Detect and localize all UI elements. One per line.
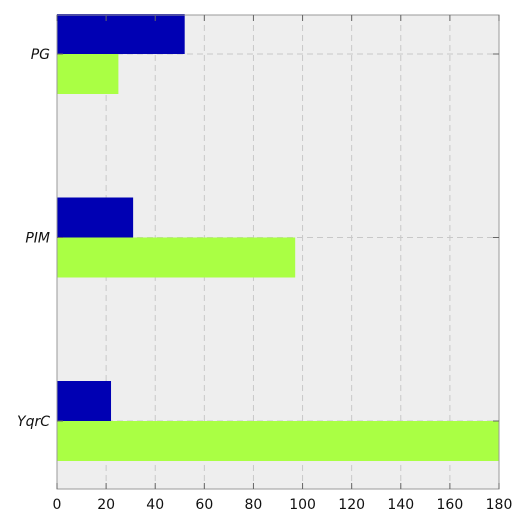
x-tick-label: 100	[289, 497, 316, 513]
x-tick-label: 140	[387, 497, 414, 513]
x-tick-label: 120	[338, 497, 365, 513]
bars	[57, 14, 499, 461]
y-tick-label: YqrC	[17, 414, 50, 430]
bar-series-1-PIM	[57, 197, 134, 238]
y-tick-label: PIM	[25, 231, 50, 247]
bar-series-1-PG	[57, 14, 185, 54]
x-tick-label: 180	[486, 497, 513, 513]
x-tick-label: 20	[97, 497, 115, 513]
x-tick-label: 0	[53, 497, 62, 513]
bar-series-1-YqrC	[57, 381, 112, 421]
tick-marks	[56, 15, 500, 489]
y-tick-labels: PG PIM YqrC	[17, 47, 50, 430]
x-tick-label: 60	[195, 497, 213, 513]
x-tick-label: 80	[245, 497, 263, 513]
bar-series-2-YqrC	[57, 421, 499, 461]
bar-series-2-PIM	[57, 237, 296, 278]
x-tick-label: 40	[146, 497, 164, 513]
y-tick-label: PG	[31, 47, 50, 63]
bar-series-2-PG	[57, 54, 119, 94]
x-tick-label: 160	[437, 497, 464, 513]
x-tick-labels: 0 20 40 60 80 100 120 140 160 180	[53, 497, 513, 513]
plot-frame	[56, 14, 500, 490]
